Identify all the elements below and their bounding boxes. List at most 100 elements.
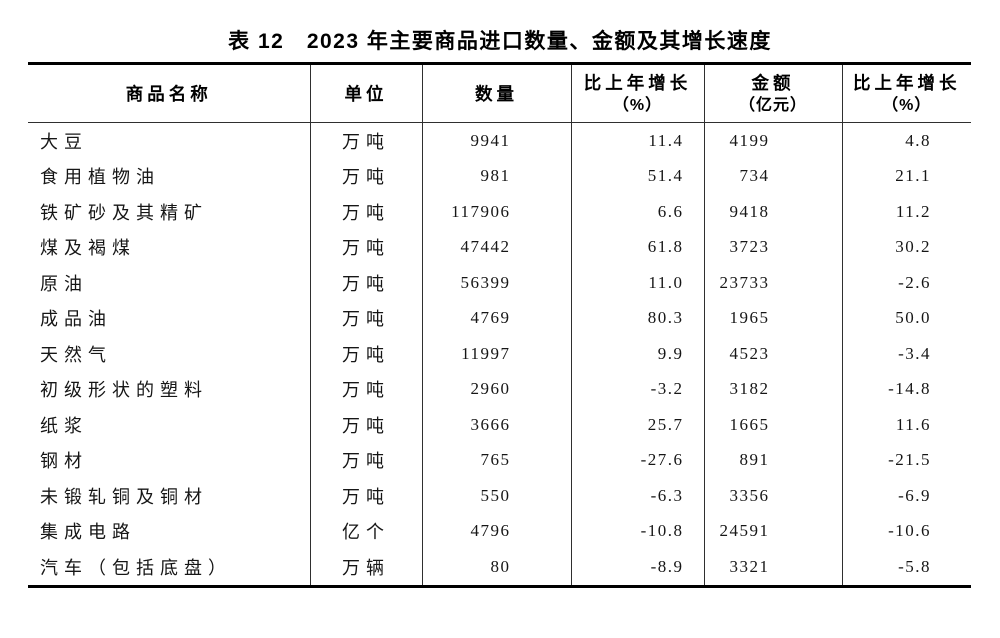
value-growth-cell: 30.2 bbox=[841, 229, 971, 265]
commodity-name-cell: 未锻轧铜及铜材 bbox=[40, 486, 208, 507]
unit-cell: 万吨 bbox=[309, 407, 422, 443]
commodity-name-cell: 天然气 bbox=[40, 344, 112, 365]
commodity-name-cell: 铁矿砂及其精矿 bbox=[40, 202, 208, 223]
value-growth-cell: -21.5 bbox=[841, 442, 971, 478]
table-row: 未锻轧铜及铜材 万吨 550 -6.3 3356 -6.9 bbox=[28, 478, 971, 514]
value-growth-cell: -6.9 bbox=[841, 478, 971, 514]
value-cell: 24591 bbox=[703, 513, 842, 549]
quantity-cell: 4796 bbox=[421, 513, 571, 549]
unit-cell: 万吨 bbox=[309, 336, 422, 372]
value-cell: 891 bbox=[703, 442, 842, 478]
column-header-label: 单位 bbox=[344, 83, 388, 104]
commodity-name-cell: 大豆 bbox=[40, 131, 88, 152]
table-row: 纸浆 万吨 3666 25.7 1665 11.6 bbox=[28, 407, 971, 443]
quantity-cell: 56399 bbox=[421, 265, 571, 301]
value-growth-cell: 11.2 bbox=[841, 194, 971, 230]
quantity-cell: 11997 bbox=[421, 336, 571, 372]
value-cell: 3182 bbox=[703, 371, 842, 407]
commodity-name-cell: 钢材 bbox=[40, 451, 88, 472]
quantity-growth-cell: 80.3 bbox=[570, 300, 704, 336]
table-row: 煤及褐煤 万吨 47442 61.8 3723 30.2 bbox=[28, 229, 971, 265]
table-row: 天然气 万吨 11997 9.9 4523 -3.4 bbox=[28, 336, 971, 372]
column-header-value-growth: 比上年增长 （%） bbox=[841, 63, 971, 123]
quantity-growth-cell: 9.9 bbox=[570, 336, 704, 372]
table-row: 成品油 万吨 4769 80.3 1965 50.0 bbox=[28, 300, 971, 336]
value-growth-cell: -2.6 bbox=[841, 265, 971, 301]
commodity-name-cell: 煤及褐煤 bbox=[40, 238, 136, 259]
quantity-growth-cell: 25.7 bbox=[570, 407, 704, 443]
value-growth-cell: -3.4 bbox=[841, 336, 971, 372]
header-row: 商品名称 单位 数量 比上年增长 （%） 金额 （亿元） bbox=[28, 63, 971, 123]
table-title: 表 12 2023 年主要商品进口数量、金额及其增长速度 bbox=[228, 30, 772, 53]
quantity-cell: 3666 bbox=[421, 407, 571, 443]
value-cell: 4523 bbox=[703, 336, 842, 372]
column-header-quantity: 数量 bbox=[421, 63, 571, 123]
column-header-commodity: 商品名称 bbox=[28, 63, 310, 123]
table-row: 食用植物油 万吨 981 51.4 734 21.1 bbox=[28, 158, 971, 194]
commodity-name-cell: 集成电路 bbox=[40, 522, 136, 543]
table-body: 大豆 万吨 9941 11.4 4199 4.8 食用植物油 万吨 981 51.4 734 21.1… bbox=[28, 122, 971, 586]
quantity-growth-cell: 51.4 bbox=[570, 158, 704, 194]
import-commodities-table: 商品名称 单位 数量 比上年增长 （%） 金额 （亿元） bbox=[28, 62, 971, 588]
unit-cell: 万吨 bbox=[309, 229, 422, 265]
quantity-cell: 80 bbox=[421, 549, 571, 586]
column-header-sub: （%） bbox=[612, 97, 663, 114]
column-header-label: 比上年增长 bbox=[583, 73, 692, 93]
table-header: 商品名称 单位 数量 比上年增长 （%） 金额 （亿元） bbox=[28, 63, 971, 123]
commodity-name-cell: 成品油 bbox=[40, 309, 112, 330]
quantity-cell: 9941 bbox=[421, 122, 571, 159]
column-header-sub: （%） bbox=[882, 97, 932, 114]
value-growth-cell: 21.1 bbox=[841, 158, 971, 194]
value-growth-cell: -5.8 bbox=[841, 549, 971, 586]
value-growth-cell: -14.8 bbox=[841, 371, 971, 407]
unit-cell: 万吨 bbox=[309, 442, 422, 478]
column-header-label: 数量 bbox=[475, 83, 518, 104]
value-cell: 3321 bbox=[703, 549, 842, 586]
quantity-growth-cell: -6.3 bbox=[570, 478, 704, 514]
column-header-label: 比上年增长 bbox=[853, 73, 961, 93]
unit-cell: 万吨 bbox=[309, 371, 422, 407]
unit-cell: 亿个 bbox=[309, 513, 422, 549]
unit-cell: 万辆 bbox=[309, 549, 422, 586]
value-cell: 3723 bbox=[703, 229, 842, 265]
unit-cell: 万吨 bbox=[309, 478, 422, 514]
value-cell: 9418 bbox=[703, 194, 842, 230]
quantity-growth-cell: 6.6 bbox=[570, 194, 704, 230]
commodity-name-cell: 原油 bbox=[40, 273, 88, 294]
quantity-growth-cell: 61.8 bbox=[570, 229, 704, 265]
commodity-name-cell: 汽车（包括底盘） bbox=[40, 557, 232, 578]
column-header-label: 金额 bbox=[751, 73, 795, 93]
value-growth-cell: -10.6 bbox=[841, 513, 971, 549]
value-growth-cell: 4.8 bbox=[841, 122, 971, 159]
column-header-value: 金额 （亿元） bbox=[703, 63, 842, 123]
quantity-growth-cell: -8.9 bbox=[570, 549, 704, 586]
column-header-quantity-growth: 比上年增长 （%） bbox=[570, 63, 704, 123]
table-row: 汽车（包括底盘） 万辆 80 -8.9 3321 -5.8 bbox=[28, 549, 971, 586]
quantity-cell: 117906 bbox=[421, 194, 571, 230]
unit-cell: 万吨 bbox=[309, 194, 422, 230]
commodity-name-cell: 初级形状的塑料 bbox=[40, 380, 208, 401]
quantity-cell: 2960 bbox=[421, 371, 571, 407]
table-row: 初级形状的塑料 万吨 2960 -3.2 3182 -14.8 bbox=[28, 371, 971, 407]
table-row: 铁矿砂及其精矿 万吨 117906 6.6 9418 11.2 bbox=[28, 194, 971, 230]
value-cell: 1665 bbox=[703, 407, 842, 443]
unit-cell: 万吨 bbox=[309, 158, 422, 194]
table-row: 钢材 万吨 765 -27.6 891 -21.5 bbox=[28, 442, 971, 478]
commodity-name-cell: 纸浆 bbox=[40, 415, 88, 436]
quantity-cell: 4769 bbox=[421, 300, 571, 336]
value-cell: 4199 bbox=[703, 122, 842, 159]
quantity-growth-cell: -10.8 bbox=[570, 513, 704, 549]
value-growth-cell: 50.0 bbox=[841, 300, 971, 336]
table-row: 原油 万吨 56399 11.0 23733 -2.6 bbox=[28, 265, 971, 301]
quantity-cell: 550 bbox=[421, 478, 571, 514]
commodity-name-cell: 食用植物油 bbox=[40, 167, 160, 188]
table-row: 大豆 万吨 9941 11.4 4199 4.8 bbox=[28, 122, 971, 159]
column-header-unit: 单位 bbox=[309, 63, 422, 123]
quantity-growth-cell: 11.0 bbox=[570, 265, 704, 301]
quantity-cell: 765 bbox=[421, 442, 571, 478]
value-cell: 3356 bbox=[703, 478, 842, 514]
quantity-growth-cell: -27.6 bbox=[570, 442, 704, 478]
value-cell: 1965 bbox=[703, 300, 842, 336]
table-row: 集成电路 亿个 4796 -10.8 24591 -10.6 bbox=[28, 513, 971, 549]
